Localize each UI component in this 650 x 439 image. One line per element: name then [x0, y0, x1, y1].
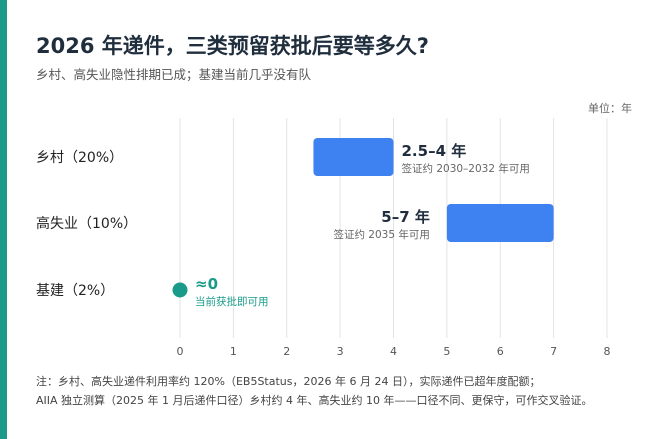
range-point — [172, 282, 188, 298]
x-tick-label: 4 — [390, 345, 397, 358]
range-bar — [313, 138, 394, 176]
x-tick-label: 2 — [283, 345, 290, 358]
range-sublabel: 签证约 2035 年可用 — [333, 228, 429, 241]
chart-title: 2026 年递件，三类预留获批后要等多久? — [36, 34, 429, 58]
x-tick-label: 3 — [337, 345, 344, 358]
x-tick-label: 6 — [497, 345, 504, 358]
footnote-line-2: AIIA 独立测算（2025 年 1 月后递件口径）乡村约 4 年、高失业约 1… — [36, 394, 593, 407]
x-tick-label: 0 — [177, 345, 184, 358]
range-bar — [446, 204, 554, 242]
range-label: 2.5–4 年 — [402, 142, 467, 160]
accent-bar — [0, 0, 7, 439]
x-tick-label: 5 — [443, 345, 450, 358]
footnote-line-1: 注：乡村、高失业递件利用率约 120%（EB5Status，2026 年 6 月… — [36, 375, 541, 388]
chart-subtitle: 乡村、高失业隐性排期已成；基建当前几乎没有队 — [36, 67, 312, 82]
category-label: 乡村（20%） — [36, 150, 123, 166]
x-tick-label: 7 — [550, 345, 557, 358]
range-label: 5–7 年 — [381, 208, 430, 226]
range-sublabel: 签证约 2030–2032 年可用 — [402, 162, 530, 175]
range-sublabel: 当前获批即可用 — [195, 295, 269, 308]
category-label: 基建（2%） — [36, 282, 114, 299]
category-label: 高失业（10%） — [36, 215, 137, 232]
x-tick-label: 1 — [230, 345, 237, 358]
x-tick-label: 8 — [604, 345, 611, 358]
range-label: ≈0 — [195, 275, 218, 293]
unit-label: 单位：年 — [588, 102, 632, 115]
